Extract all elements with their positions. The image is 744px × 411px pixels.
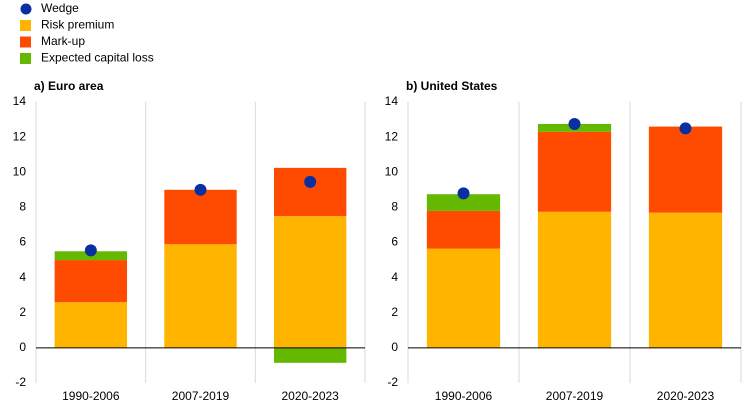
- y-tick-label: 8: [19, 200, 26, 214]
- bar-segment: [537, 211, 612, 348]
- bar-segment: [648, 212, 723, 348]
- bar-segment: [537, 131, 612, 212]
- wedge-dot: [457, 187, 470, 200]
- x-tick-label: 2020-2023: [657, 389, 715, 403]
- y-tick-label: 6: [391, 235, 398, 249]
- y-tick-label: 10: [13, 164, 27, 178]
- bar-segment: [54, 302, 128, 348]
- legend-marker: [20, 20, 31, 31]
- bar-segment: [54, 260, 128, 303]
- x-tick-label: 1990-2006: [62, 389, 120, 403]
- y-tick-label: 4: [391, 270, 398, 284]
- bar-segment: [426, 194, 501, 211]
- wedge-dot: [84, 244, 97, 257]
- y-tick-label: 4: [19, 270, 26, 284]
- wedge-dot: [304, 175, 317, 188]
- x-tick-label: 2007-2019: [172, 389, 230, 403]
- bar-segment: [273, 167, 347, 217]
- bar-segment: [648, 126, 723, 213]
- legend-marker: [20, 3, 32, 15]
- legend-label: Wedge: [41, 1, 79, 15]
- legend-label: Mark-up: [41, 34, 85, 48]
- bar-segment: [164, 189, 237, 245]
- x-tick-label: 2020-2023: [281, 389, 339, 403]
- legend-label: Risk premium: [41, 18, 114, 32]
- wedge-dot: [679, 122, 692, 135]
- wedge-dot: [568, 117, 581, 130]
- legend-label: Expected capital loss: [41, 51, 154, 65]
- y-tick-label: 14: [13, 94, 27, 108]
- y-tick-label: 0: [19, 340, 26, 354]
- y-tick-label: 14: [385, 94, 399, 108]
- y-tick-label: 10: [385, 164, 399, 178]
- wedge-dot: [194, 183, 207, 196]
- bar-segment: [273, 347, 347, 363]
- panel-title: b) United States: [406, 79, 498, 93]
- y-tick-label: -2: [387, 375, 398, 389]
- y-tick-label: 2: [391, 305, 398, 319]
- bar-segment: [164, 244, 237, 348]
- y-tick-label: -2: [15, 375, 26, 389]
- bar-segment: [426, 210, 501, 249]
- x-tick-label: 1990-2006: [435, 389, 493, 403]
- legend-marker: [20, 53, 31, 64]
- bar-segment: [426, 248, 501, 348]
- y-tick-label: 0: [391, 340, 398, 354]
- legend-marker: [20, 36, 31, 48]
- y-tick-label: 12: [13, 129, 27, 143]
- y-tick-label: 6: [19, 235, 26, 249]
- panel-title: a) Euro area: [34, 79, 104, 93]
- bar-segment: [273, 216, 347, 348]
- x-tick-label: 2007-2019: [546, 389, 604, 403]
- y-tick-label: 12: [385, 129, 399, 143]
- y-tick-label: 8: [391, 200, 398, 214]
- y-tick-label: 2: [19, 305, 26, 319]
